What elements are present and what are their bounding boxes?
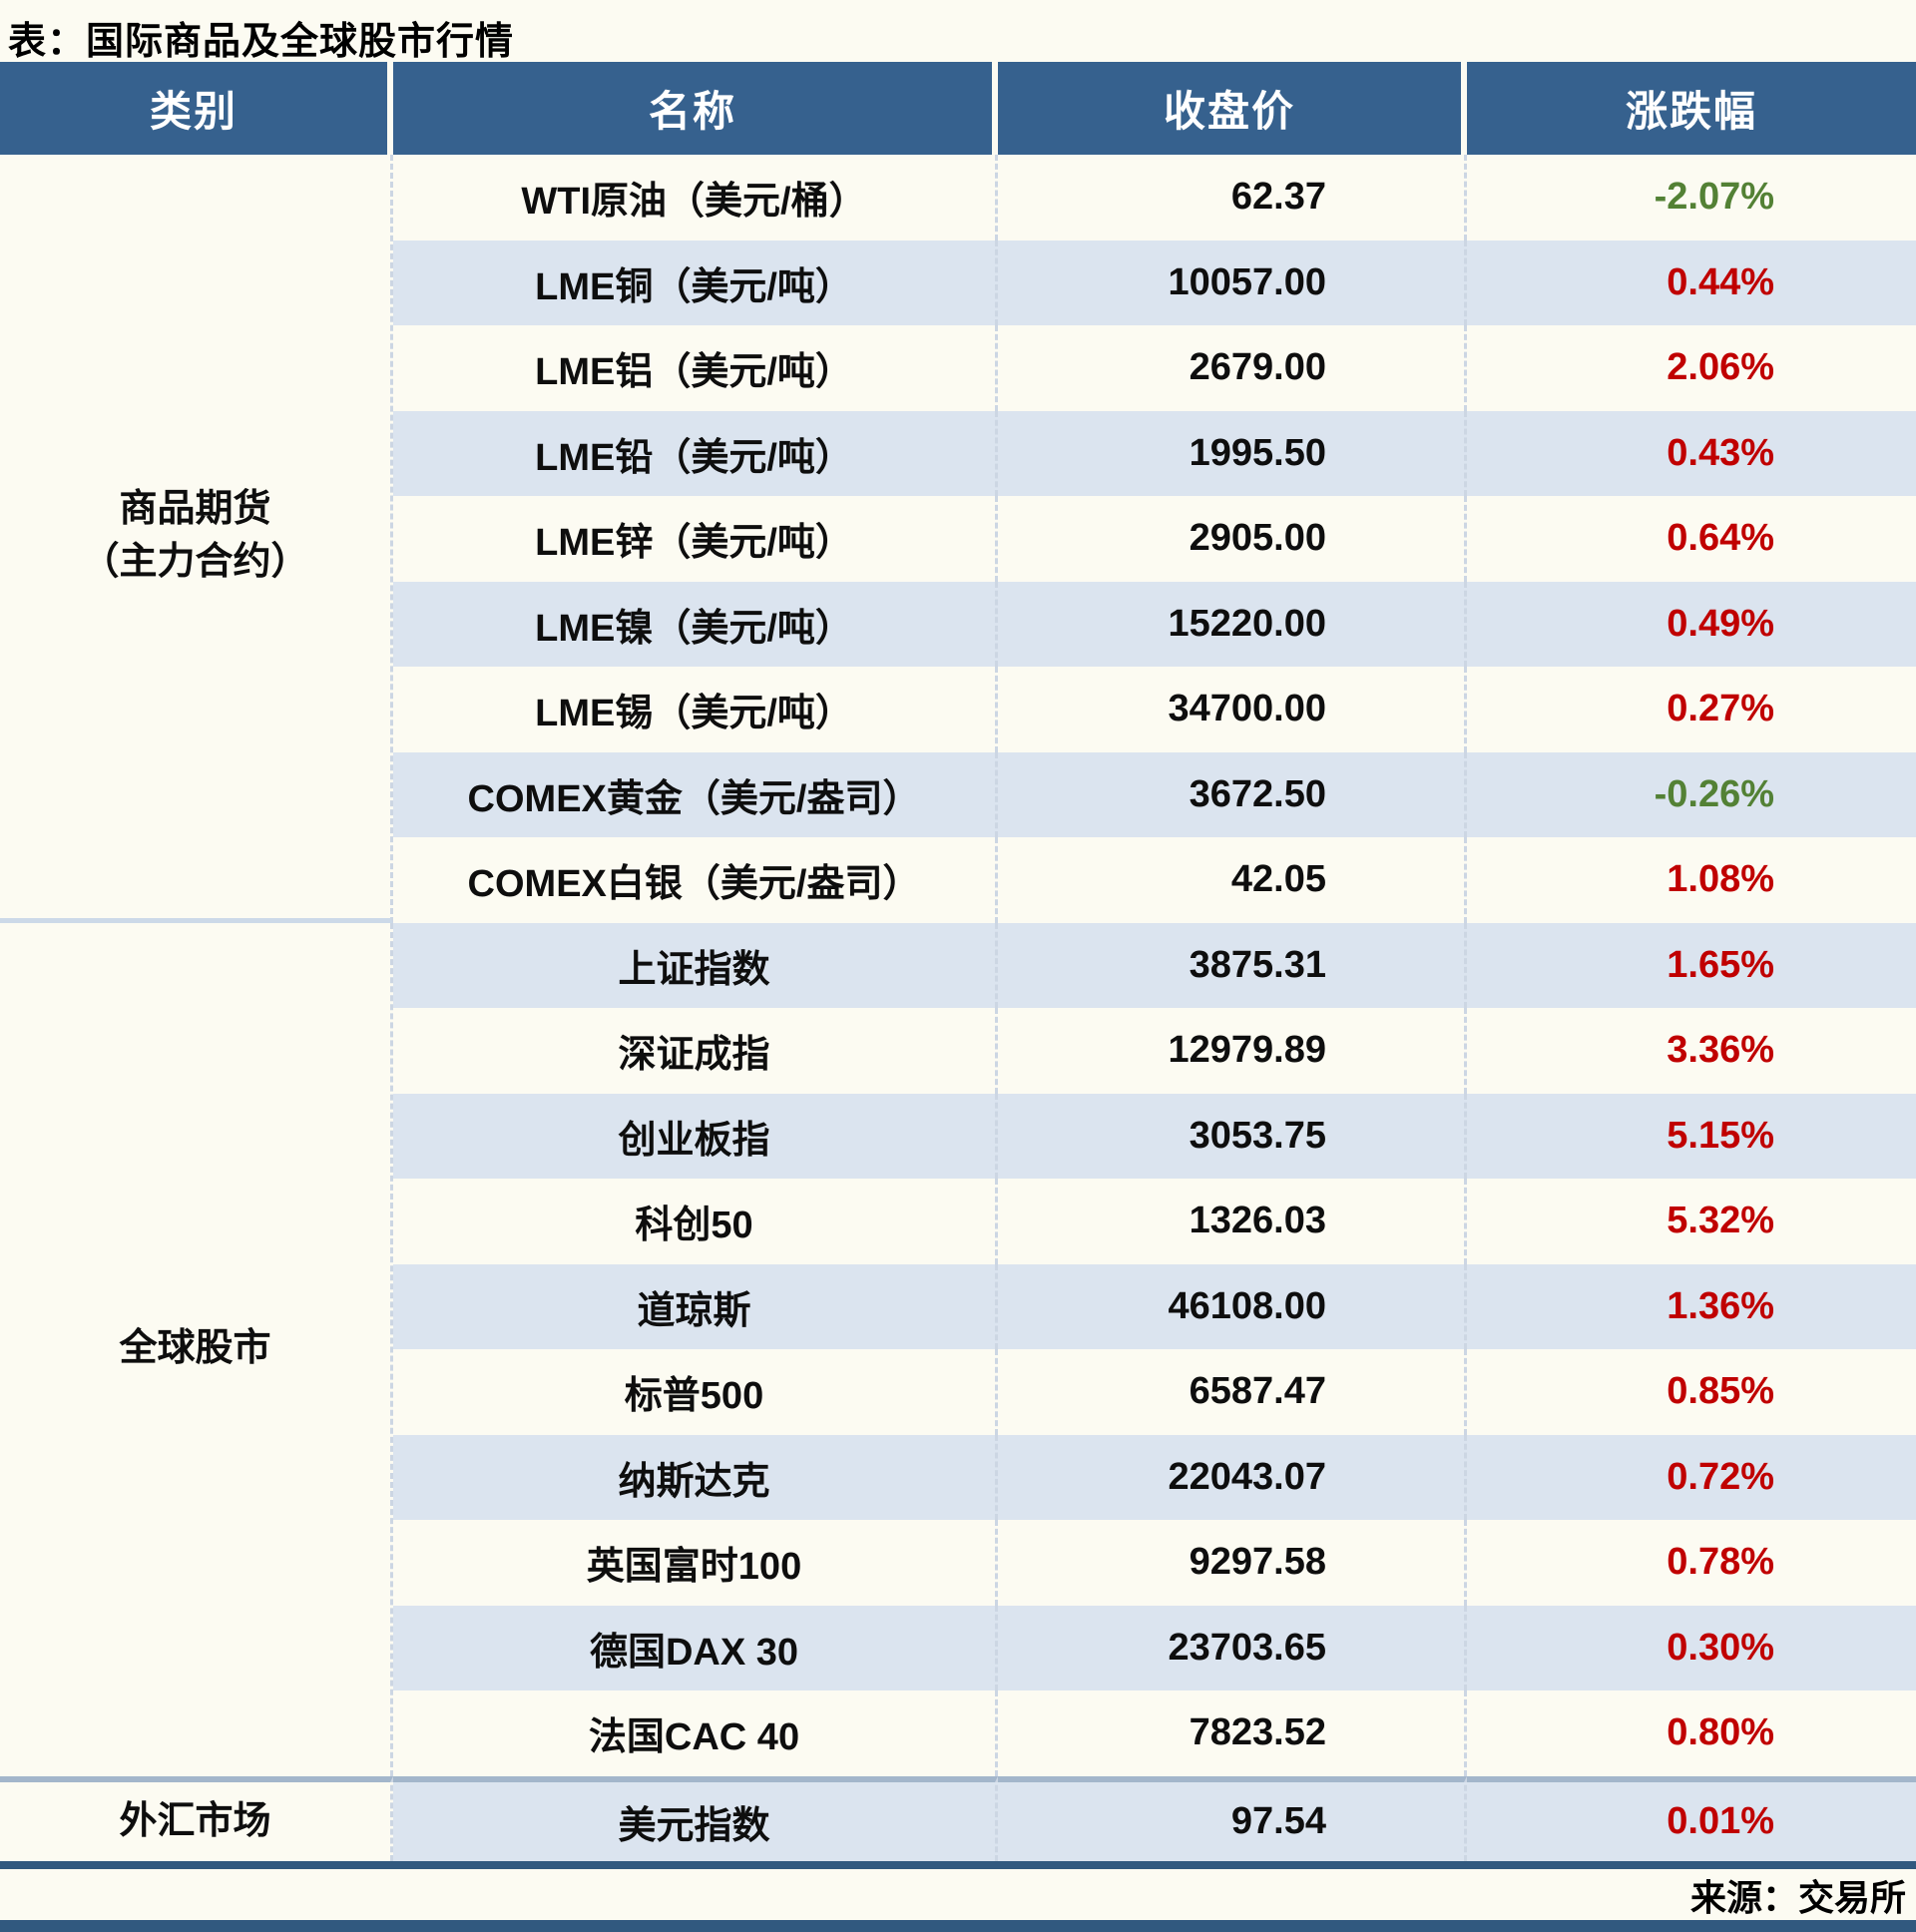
change-percent: 0.80% (1667, 1711, 1774, 1754)
market-table-body: 商品期货 （主力合约） WTI原油（美元/桶） 62.37 -2.07% LME铜（美元/… (0, 155, 1916, 1869)
change-percent: 0.78% (1667, 1541, 1774, 1584)
instrument-name: 创业板指 (393, 1093, 998, 1179)
change-percent: 1.65% (1467, 922, 1916, 1008)
instrument-name: 上证指数 (393, 922, 998, 1008)
change-percent: 0.72% (1467, 1434, 1916, 1520)
close-price: 7823.52 (998, 1690, 1467, 1776)
category-cell: 商品期货 （主力合约） (0, 155, 393, 923)
close-price: 3672.50 (998, 751, 1467, 837)
close-price: 62.37 (998, 155, 1467, 241)
close-price: 9297.58 (998, 1520, 1467, 1606)
close-price: 2905.00 (998, 496, 1467, 582)
close-price: 46108.00 (998, 1263, 1467, 1349)
change-percent: 0.01% (1467, 1775, 1916, 1861)
instrument-name: LME锡（美元/吨） (393, 667, 998, 752)
category-label: 外汇市场 (119, 1799, 271, 1842)
change-percent: 0.49% (1467, 581, 1916, 667)
column-header-name: 名称 (393, 62, 998, 155)
close-price: 3053.75 (998, 1093, 1467, 1179)
instrument-name: 深证成指 (393, 1008, 998, 1094)
instrument-name: 科创50 (393, 1179, 998, 1264)
close-price: 10057.00 (998, 240, 1467, 325)
page-title: 表：国际商品及全球股市行情 (8, 21, 515, 63)
instrument-name: COMEX白银（美元/盎司） (393, 837, 998, 923)
column-header-close: 收盘价 (998, 62, 1467, 155)
change-percent: 0.27% (1667, 688, 1774, 730)
change-percent: 0.43% (1467, 410, 1916, 496)
change-percent: 0.64% (1667, 517, 1774, 560)
source-note: 来源：交易所 (1689, 1876, 1906, 1918)
instrument-name: 标普500 (393, 1349, 998, 1435)
bottom-bar (0, 1920, 1916, 1932)
change-percent: 2.06% (1667, 346, 1774, 389)
close-price: 12979.89 (998, 1008, 1467, 1094)
change-percent: -2.07% (1654, 176, 1774, 219)
close-price: 34700.00 (998, 667, 1467, 752)
instrument-name: 法国CAC 40 (393, 1690, 998, 1776)
close-price: 6587.47 (998, 1349, 1467, 1435)
instrument-name: WTI原油（美元/桶） (393, 155, 998, 241)
close-price: 15220.00 (998, 581, 1467, 667)
instrument-name: LME铝（美元/吨） (393, 325, 998, 411)
change-percent: 5.32% (1667, 1200, 1774, 1242)
instrument-name: 美元指数 (393, 1775, 998, 1861)
change-percent: 5.15% (1467, 1093, 1916, 1179)
close-price: 42.05 (998, 837, 1467, 923)
close-price: 23703.65 (998, 1605, 1467, 1690)
close-price: 1326.03 (998, 1179, 1467, 1264)
change-percent: 0.85% (1667, 1370, 1774, 1413)
category-cell: 外汇市场 (0, 1775, 393, 1861)
category-label: 商品期货 (119, 488, 271, 531)
close-price: 2679.00 (998, 325, 1467, 411)
table-header: 类别 名称 收盘价 涨跌幅 (0, 62, 1916, 155)
change-percent: 1.36% (1467, 1263, 1916, 1349)
instrument-name: LME镍（美元/吨） (393, 581, 998, 667)
instrument-name: 道琼斯 (393, 1263, 998, 1349)
change-percent: 3.36% (1667, 1029, 1774, 1072)
change-percent: 1.08% (1667, 858, 1774, 901)
instrument-name: LME铜（美元/吨） (393, 240, 998, 325)
column-header-change: 涨跌幅 (1467, 62, 1916, 155)
close-price: 97.54 (998, 1775, 1467, 1861)
category-cell: 全球股市 (0, 922, 393, 1776)
instrument-name: 德国DAX 30 (393, 1605, 998, 1690)
instrument-name: LME锌（美元/吨） (393, 496, 998, 582)
instrument-name: 英国富时100 (393, 1520, 998, 1606)
instrument-name: COMEX黄金（美元/盎司） (393, 751, 998, 837)
change-percent: -0.26% (1467, 751, 1916, 837)
instrument-name: LME铅（美元/吨） (393, 410, 998, 496)
category-label: 全球股市 (119, 1327, 271, 1370)
change-percent: 0.44% (1467, 240, 1916, 325)
close-price: 3875.31 (998, 922, 1467, 1008)
instrument-name: 纳斯达克 (393, 1434, 998, 1520)
close-price: 1995.50 (998, 410, 1467, 496)
close-price: 22043.07 (998, 1434, 1467, 1520)
change-percent: 0.30% (1467, 1605, 1916, 1690)
category-label: （主力合约） (81, 541, 309, 584)
column-header-category: 类别 (0, 62, 393, 155)
